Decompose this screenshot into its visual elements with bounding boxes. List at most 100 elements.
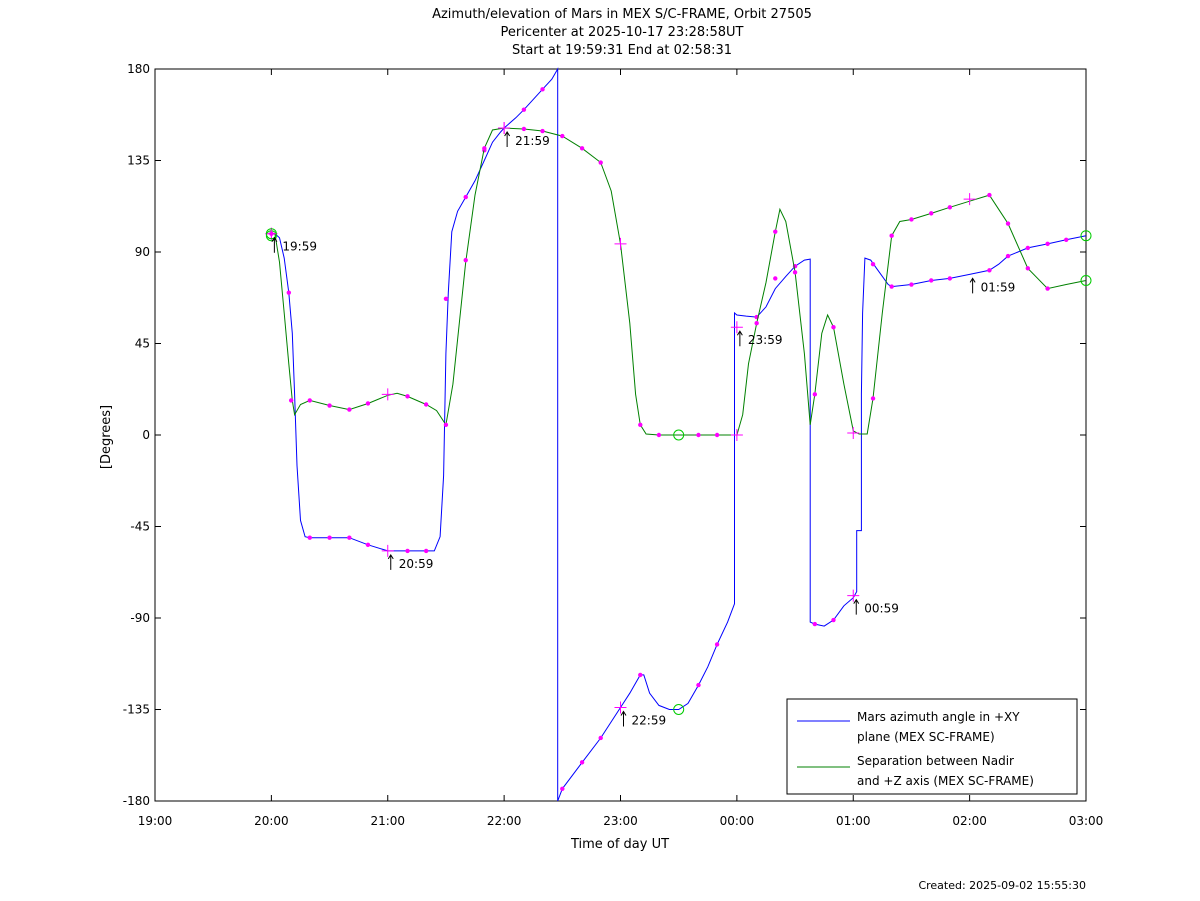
y-tick-label: 45 xyxy=(135,337,150,351)
legend-label-separation-1: Separation between Nadir xyxy=(857,754,1014,768)
marker-separation xyxy=(638,422,643,428)
legend-label-azimuth-1: Mars azimuth angle in +XY xyxy=(857,710,1020,724)
annotation-label: 01:59 xyxy=(981,280,1016,294)
plot-frame xyxy=(154,68,1087,802)
marker-azimuth xyxy=(987,268,992,273)
marker-separation xyxy=(870,396,876,401)
endpoint-circle-azimuth xyxy=(1080,230,1092,242)
series-line-azimuth xyxy=(270,67,1087,802)
hour-cross-separation xyxy=(847,426,860,439)
annotation-arrow xyxy=(504,131,511,147)
hour-cross-separation xyxy=(963,193,976,206)
marker-separation xyxy=(327,403,332,408)
marker-azimuth xyxy=(463,194,468,200)
x-tick-label: 00:00 xyxy=(720,814,755,828)
x-tick-label: 19:00 xyxy=(138,814,173,828)
hour-cross-separation xyxy=(265,227,278,240)
x-tick-label: 02:00 xyxy=(952,814,987,828)
hour-cross-separation xyxy=(730,429,743,441)
hour-cross-azimuth xyxy=(381,544,394,557)
annotation-label: 20:59 xyxy=(399,557,434,571)
x-tick-label: 20:00 xyxy=(254,814,289,828)
annotation-arrow xyxy=(387,553,394,570)
y-tick-label: 0 xyxy=(142,428,150,442)
plot-area xyxy=(265,67,1092,802)
marker-separation xyxy=(307,398,312,403)
marker-separation xyxy=(1025,266,1031,271)
marker-azimuth xyxy=(696,682,701,688)
x-tick-label: 01:00 xyxy=(836,814,871,828)
axis-tick-labels: 19:00 20:00 21:00 22:00 23:00 00:00 01:00 02:00… xyxy=(123,62,1104,828)
series-line-separation xyxy=(270,127,1087,436)
y-tick-label: -180 xyxy=(123,794,150,808)
hour-cross-azimuth xyxy=(847,589,860,602)
marker-separation xyxy=(947,205,953,210)
marker-separation xyxy=(656,432,662,438)
marker-azimuth xyxy=(1005,253,1011,259)
marker-separation xyxy=(579,146,585,151)
x-tick-label: 22:00 xyxy=(487,814,522,828)
marker-azimuth xyxy=(327,535,332,540)
marker-azimuth xyxy=(598,735,603,741)
y-tick-label: -45 xyxy=(130,520,150,534)
annotation-arrow xyxy=(271,236,278,253)
created-timestamp: Created: 2025-09-02 15:55:30 xyxy=(918,879,1086,892)
marker-separation xyxy=(521,126,527,132)
marker-separation xyxy=(288,398,294,403)
marker-separation xyxy=(812,392,818,397)
axis-ticks xyxy=(154,68,1087,802)
annotation-arrow xyxy=(853,598,860,615)
annotation-label: 00:59 xyxy=(864,602,899,616)
marker-azimuth xyxy=(347,535,352,540)
marker-azimuth xyxy=(714,642,720,647)
endpoint-circle-separation xyxy=(265,228,277,240)
annotation-label: 23:59 xyxy=(748,333,783,347)
marker-separation xyxy=(987,192,992,198)
marker-separation xyxy=(1005,221,1011,226)
marker-azimuth xyxy=(307,535,312,540)
marker-azimuth xyxy=(405,548,410,554)
marker-separation xyxy=(773,229,778,234)
marker-separation xyxy=(889,233,894,238)
marker-separation xyxy=(443,422,449,428)
hour-cross-separation xyxy=(614,237,627,250)
legend-label-azimuth-2: plane (MEX SC-FRAME) xyxy=(857,730,995,744)
marker-azimuth xyxy=(423,548,429,554)
marker-azimuth xyxy=(638,672,643,678)
marker-separation xyxy=(482,146,487,151)
y-tick-label: -135 xyxy=(123,703,150,717)
annotation-arrow xyxy=(736,330,743,347)
marker-separation xyxy=(598,160,603,165)
marker-azimuth xyxy=(929,278,934,283)
y-axis-label: [Degrees] xyxy=(99,405,114,469)
marker-azimuth xyxy=(1064,237,1069,242)
marker-azimuth xyxy=(870,262,876,267)
chart-title: Azimuth/elevation of Mars in MEX S/C-FRA… xyxy=(432,7,812,58)
annotation-arrow xyxy=(969,277,976,294)
marker-azimuth xyxy=(443,296,449,301)
annotation-label: 19:59 xyxy=(282,240,317,254)
marker-separation xyxy=(792,270,798,275)
title-line-1: Azimuth/elevation of Mars in MEX S/C-FRA… xyxy=(432,7,812,22)
marker-azimuth xyxy=(947,276,953,281)
marker-separation xyxy=(696,432,701,438)
x-axis-label: Time of day UT xyxy=(570,837,669,852)
legend-box xyxy=(786,698,1078,795)
title-line-2: Pericenter at 2025-10-17 23:28:58UT xyxy=(500,25,743,40)
marker-azimuth xyxy=(812,621,818,627)
marker-separation xyxy=(560,133,565,139)
marker-azimuth xyxy=(909,282,914,287)
endpoint-circle-azimuth xyxy=(673,704,685,715)
annotation-arrow xyxy=(620,710,627,727)
marker-separation xyxy=(754,320,759,326)
y-tick-label: 180 xyxy=(127,62,150,76)
hour-cross-azimuth xyxy=(614,701,627,714)
marker-azimuth xyxy=(831,617,836,623)
title-line-3: Start at 19:59:31 End at 02:58:31 xyxy=(512,43,732,58)
time-annotations: 19:59 20:59 21:59 22:59 23:59 00:59 01:59 xyxy=(271,131,1016,727)
marker-separation xyxy=(463,257,468,263)
y-tick-label: 90 xyxy=(135,245,150,259)
marker-azimuth xyxy=(365,542,371,547)
marker-separation xyxy=(1045,286,1050,291)
